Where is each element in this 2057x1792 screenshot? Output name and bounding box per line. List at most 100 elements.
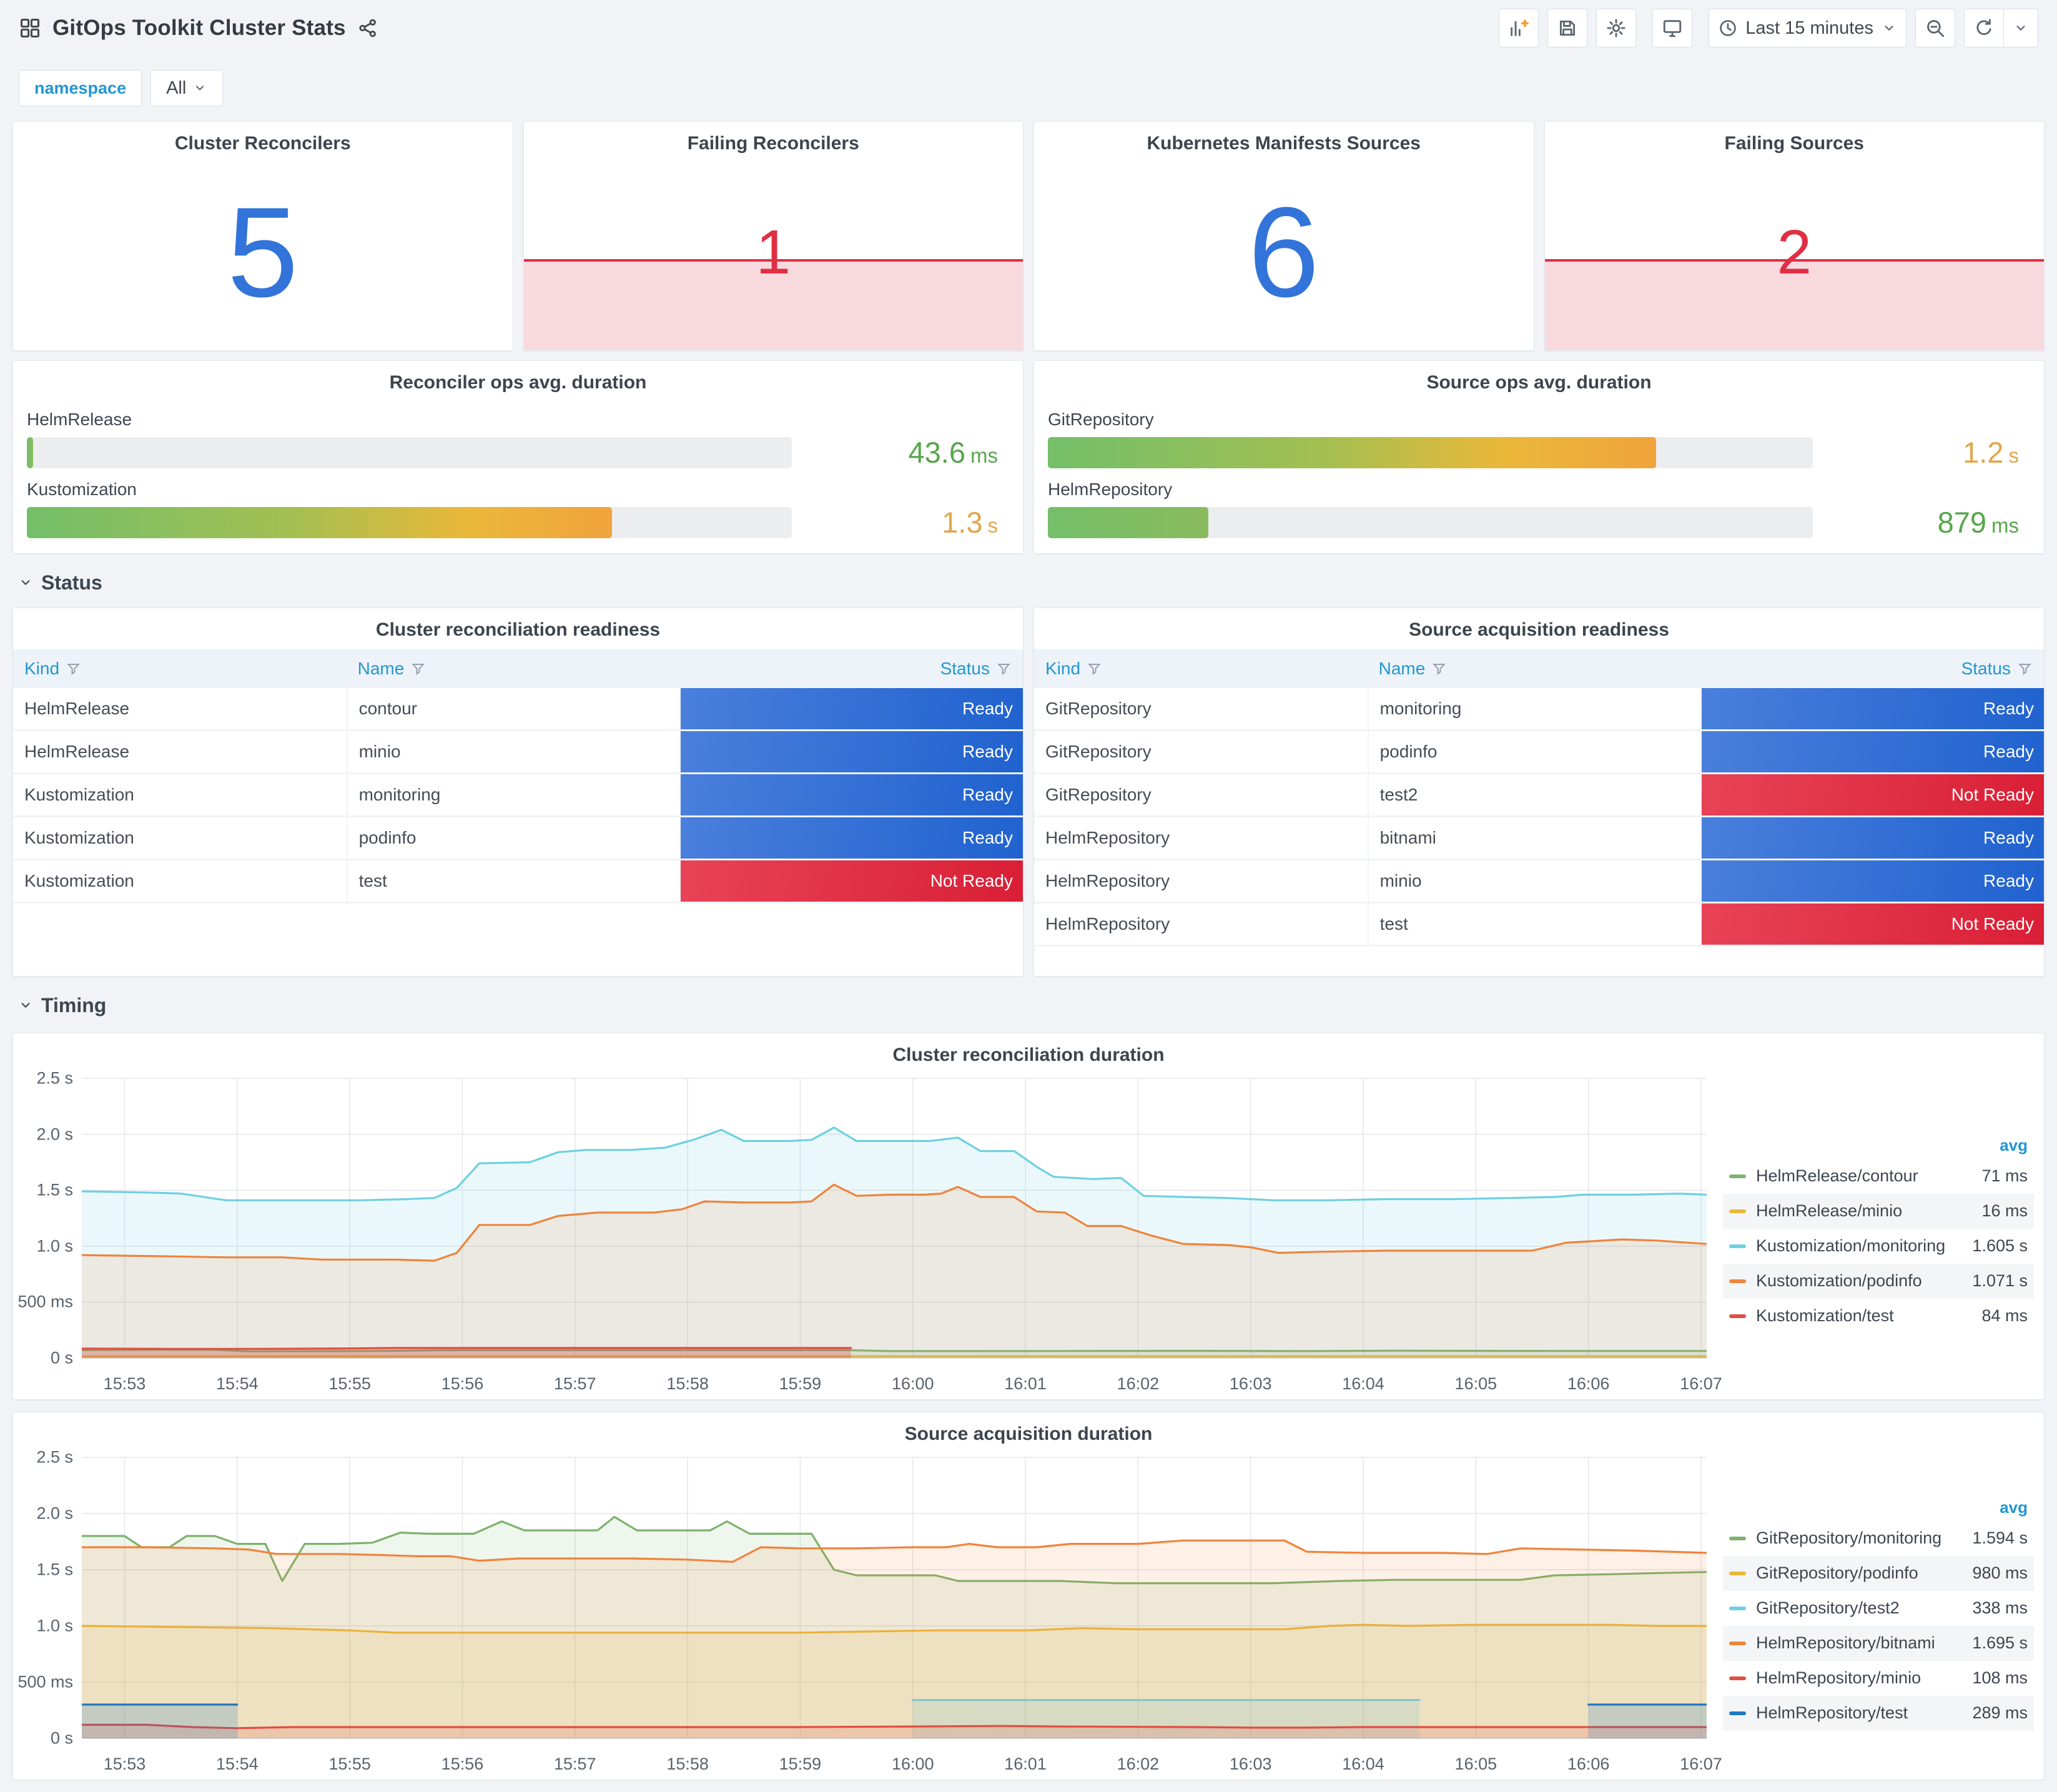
page-title[interactable]: GitOps Toolkit Cluster Stats xyxy=(52,16,346,40)
cell-status: Not Ready xyxy=(1700,774,2044,815)
section-row-timing[interactable]: Timing xyxy=(12,990,2045,1020)
time-range-picker[interactable]: Last 15 minutes xyxy=(1709,9,1907,47)
legend-series-name[interactable]: Kustomization/monitoring xyxy=(1756,1236,1946,1255)
legend-item: HelmRelease/contour 71 ms xyxy=(1723,1159,2034,1194)
column-header-status[interactable]: Status xyxy=(679,659,1023,679)
status-badge: Ready xyxy=(681,731,1023,772)
x-tick-label: 15:58 xyxy=(666,1374,709,1393)
panel-cluster-reconciliation-duration[interactable]: Cluster reconciliation duration 0 s 500 m… xyxy=(12,1033,2045,1400)
filter-icon[interactable] xyxy=(2017,661,2033,677)
refresh-interval-dropdown[interactable] xyxy=(2003,9,2038,47)
dashboards-grid-icon[interactable] xyxy=(19,17,41,39)
legend-series-name[interactable]: Kustomization/podinfo xyxy=(1756,1271,1922,1290)
filter-icon[interactable] xyxy=(996,661,1012,677)
variable-namespace-select[interactable]: All xyxy=(150,70,224,106)
chevron-down-icon xyxy=(196,86,204,91)
legend-series-name[interactable]: GitRepository/monitoring xyxy=(1756,1529,1942,1547)
column-header-kind[interactable]: Kind xyxy=(13,659,347,679)
gauge-track xyxy=(1048,506,1813,538)
panel-reconciler-ops-duration[interactable]: Reconciler ops avg. duration HelmRelease… xyxy=(12,360,1024,554)
variable-namespace-label[interactable]: namespace xyxy=(19,70,142,106)
legend-series-name[interactable]: HelmRelease/minio xyxy=(1756,1201,1903,1220)
section-row-status[interactable]: Status xyxy=(12,568,2045,598)
status-badge: Ready xyxy=(681,817,1023,859)
legend-avg-value: 1.071 s xyxy=(1972,1271,2028,1290)
column-header-name[interactable]: Name xyxy=(347,659,680,679)
panel-kubernetes-manifests-sources[interactable]: Kubernetes Manifests Sources 6 xyxy=(1033,121,1534,351)
column-header-status[interactable]: Status xyxy=(1700,659,2044,679)
y-axis: 0 s 500 ms 1.0 s 1.5 s 2.0 s 2.5 s xyxy=(17,1069,82,1368)
x-tick-label: 16:03 xyxy=(1229,1374,1272,1393)
gauge-value: 879 ms xyxy=(1937,506,2019,539)
status-badge: Not Ready xyxy=(681,860,1023,902)
table-row: HelmRepository bitnami Ready xyxy=(1034,817,2044,860)
legend-series-name[interactable]: HelmRepository/bitnami xyxy=(1756,1633,1935,1652)
legend-avg-header[interactable]: avg xyxy=(2000,1135,2028,1154)
cell-name: test xyxy=(346,860,680,902)
refresh-button-group xyxy=(1964,9,2038,47)
chart-canvas xyxy=(82,1457,1707,1739)
timeseries-plot[interactable] xyxy=(82,1070,1707,1368)
zoom-out-time-button[interactable] xyxy=(1915,9,1955,47)
column-header-kind[interactable]: Kind xyxy=(1034,659,1368,679)
panel-source-acquisition-duration[interactable]: Source acquisition duration 0 s 500 ms 1.0… xyxy=(12,1412,2045,1780)
cell-status: Ready xyxy=(1700,688,2044,729)
chart-legend: avg GitRepository/monitoring 1.594 s GitRep… xyxy=(1707,1449,2038,1776)
filter-icon[interactable] xyxy=(1431,661,1447,677)
gauge-label: HelmRepository xyxy=(1048,480,1173,499)
column-header-name[interactable]: Name xyxy=(1368,659,1701,679)
gauge-track xyxy=(27,506,792,538)
y-tick-label: 2.0 s xyxy=(36,1504,73,1523)
table-row: GitRepository podinfo Ready xyxy=(1034,731,2044,774)
stat-value: 1 xyxy=(756,217,791,287)
refresh-button[interactable] xyxy=(1965,9,2003,47)
save-dashboard-button[interactable] xyxy=(1547,9,1588,47)
legend-avg-header[interactable]: avg xyxy=(2000,1497,2028,1517)
panel-cluster-reconciliation-readiness[interactable]: Cluster reconciliation readiness Kind Nam… xyxy=(12,608,1024,977)
table-row: HelmRepository minio Ready xyxy=(1034,860,2044,903)
stat-value: 5 xyxy=(227,180,298,324)
panel-source-acquisition-readiness[interactable]: Source acquisition readiness Kind Name Sta… xyxy=(1033,608,2045,977)
add-panel-button[interactable] xyxy=(1499,9,1539,47)
table-row: Kustomization test Not Ready xyxy=(13,860,1023,903)
filter-icon[interactable] xyxy=(410,661,426,677)
panel-failing-reconcilers[interactable]: Failing Reconcilers 1 xyxy=(523,121,1024,351)
series-color-swatch xyxy=(1729,1676,1746,1680)
legend-avg-value: 71 ms xyxy=(1981,1166,2028,1185)
series-color-swatch xyxy=(1729,1314,1746,1318)
x-tick-label: 16:03 xyxy=(1229,1755,1272,1773)
filter-icon[interactable] xyxy=(1087,661,1102,677)
cycle-view-mode-button[interactable] xyxy=(1652,9,1693,47)
filter-icon[interactable] xyxy=(66,661,81,677)
panel-title: Failing Reconcilers xyxy=(687,133,859,154)
legend-series-name[interactable]: Kustomization/test xyxy=(1756,1306,1894,1325)
x-tick-label: 16:02 xyxy=(1117,1755,1160,1773)
panel-failing-sources[interactable]: Failing Sources 2 xyxy=(1544,121,2045,351)
share-icon[interactable] xyxy=(357,17,378,39)
cell-status: Not Ready xyxy=(1700,903,2044,945)
panel-title: Source acquisition duration xyxy=(904,1424,1153,1444)
cell-name: podinfo xyxy=(1367,731,1701,772)
legend-item: Kustomization/monitoring 1.605 s xyxy=(1723,1229,2034,1264)
stat-value: 2 xyxy=(1777,217,1812,287)
legend-series-name[interactable]: GitRepository/test2 xyxy=(1756,1598,1900,1617)
panel-source-ops-duration[interactable]: Source ops avg. duration GitRepository 1… xyxy=(1033,360,2045,554)
dashboard-settings-button[interactable] xyxy=(1596,9,1637,47)
legend-item: HelmRepository/bitnami 1.695 s xyxy=(1723,1625,2034,1661)
x-tick-label: 16:04 xyxy=(1342,1755,1384,1773)
legend-series-name[interactable]: HelmRelease/contour xyxy=(1756,1166,1918,1185)
series-color-swatch xyxy=(1729,1536,1746,1540)
legend-series-name[interactable]: HelmRepository/test xyxy=(1756,1703,1908,1722)
cell-name: monitoring xyxy=(346,774,680,815)
panel-cluster-reconcilers[interactable]: Cluster Reconcilers 5 xyxy=(12,121,513,351)
timeseries-plot[interactable] xyxy=(82,1449,1707,1748)
x-tick-label: 15:53 xyxy=(103,1374,146,1393)
table-row: HelmRepository test Not Ready xyxy=(1034,903,2044,947)
legend-series-name[interactable]: HelmRepository/minio xyxy=(1756,1668,1921,1687)
cell-name: test2 xyxy=(1367,774,1701,815)
cell-kind: HelmRepository xyxy=(1045,828,1170,847)
legend-item: GitRepository/test2 338 ms xyxy=(1723,1591,2034,1626)
x-tick-label: 16:06 xyxy=(1567,1374,1610,1393)
y-tick-label: 1.5 s xyxy=(36,1180,73,1199)
legend-series-name[interactable]: GitRepository/podinfo xyxy=(1756,1563,1918,1582)
